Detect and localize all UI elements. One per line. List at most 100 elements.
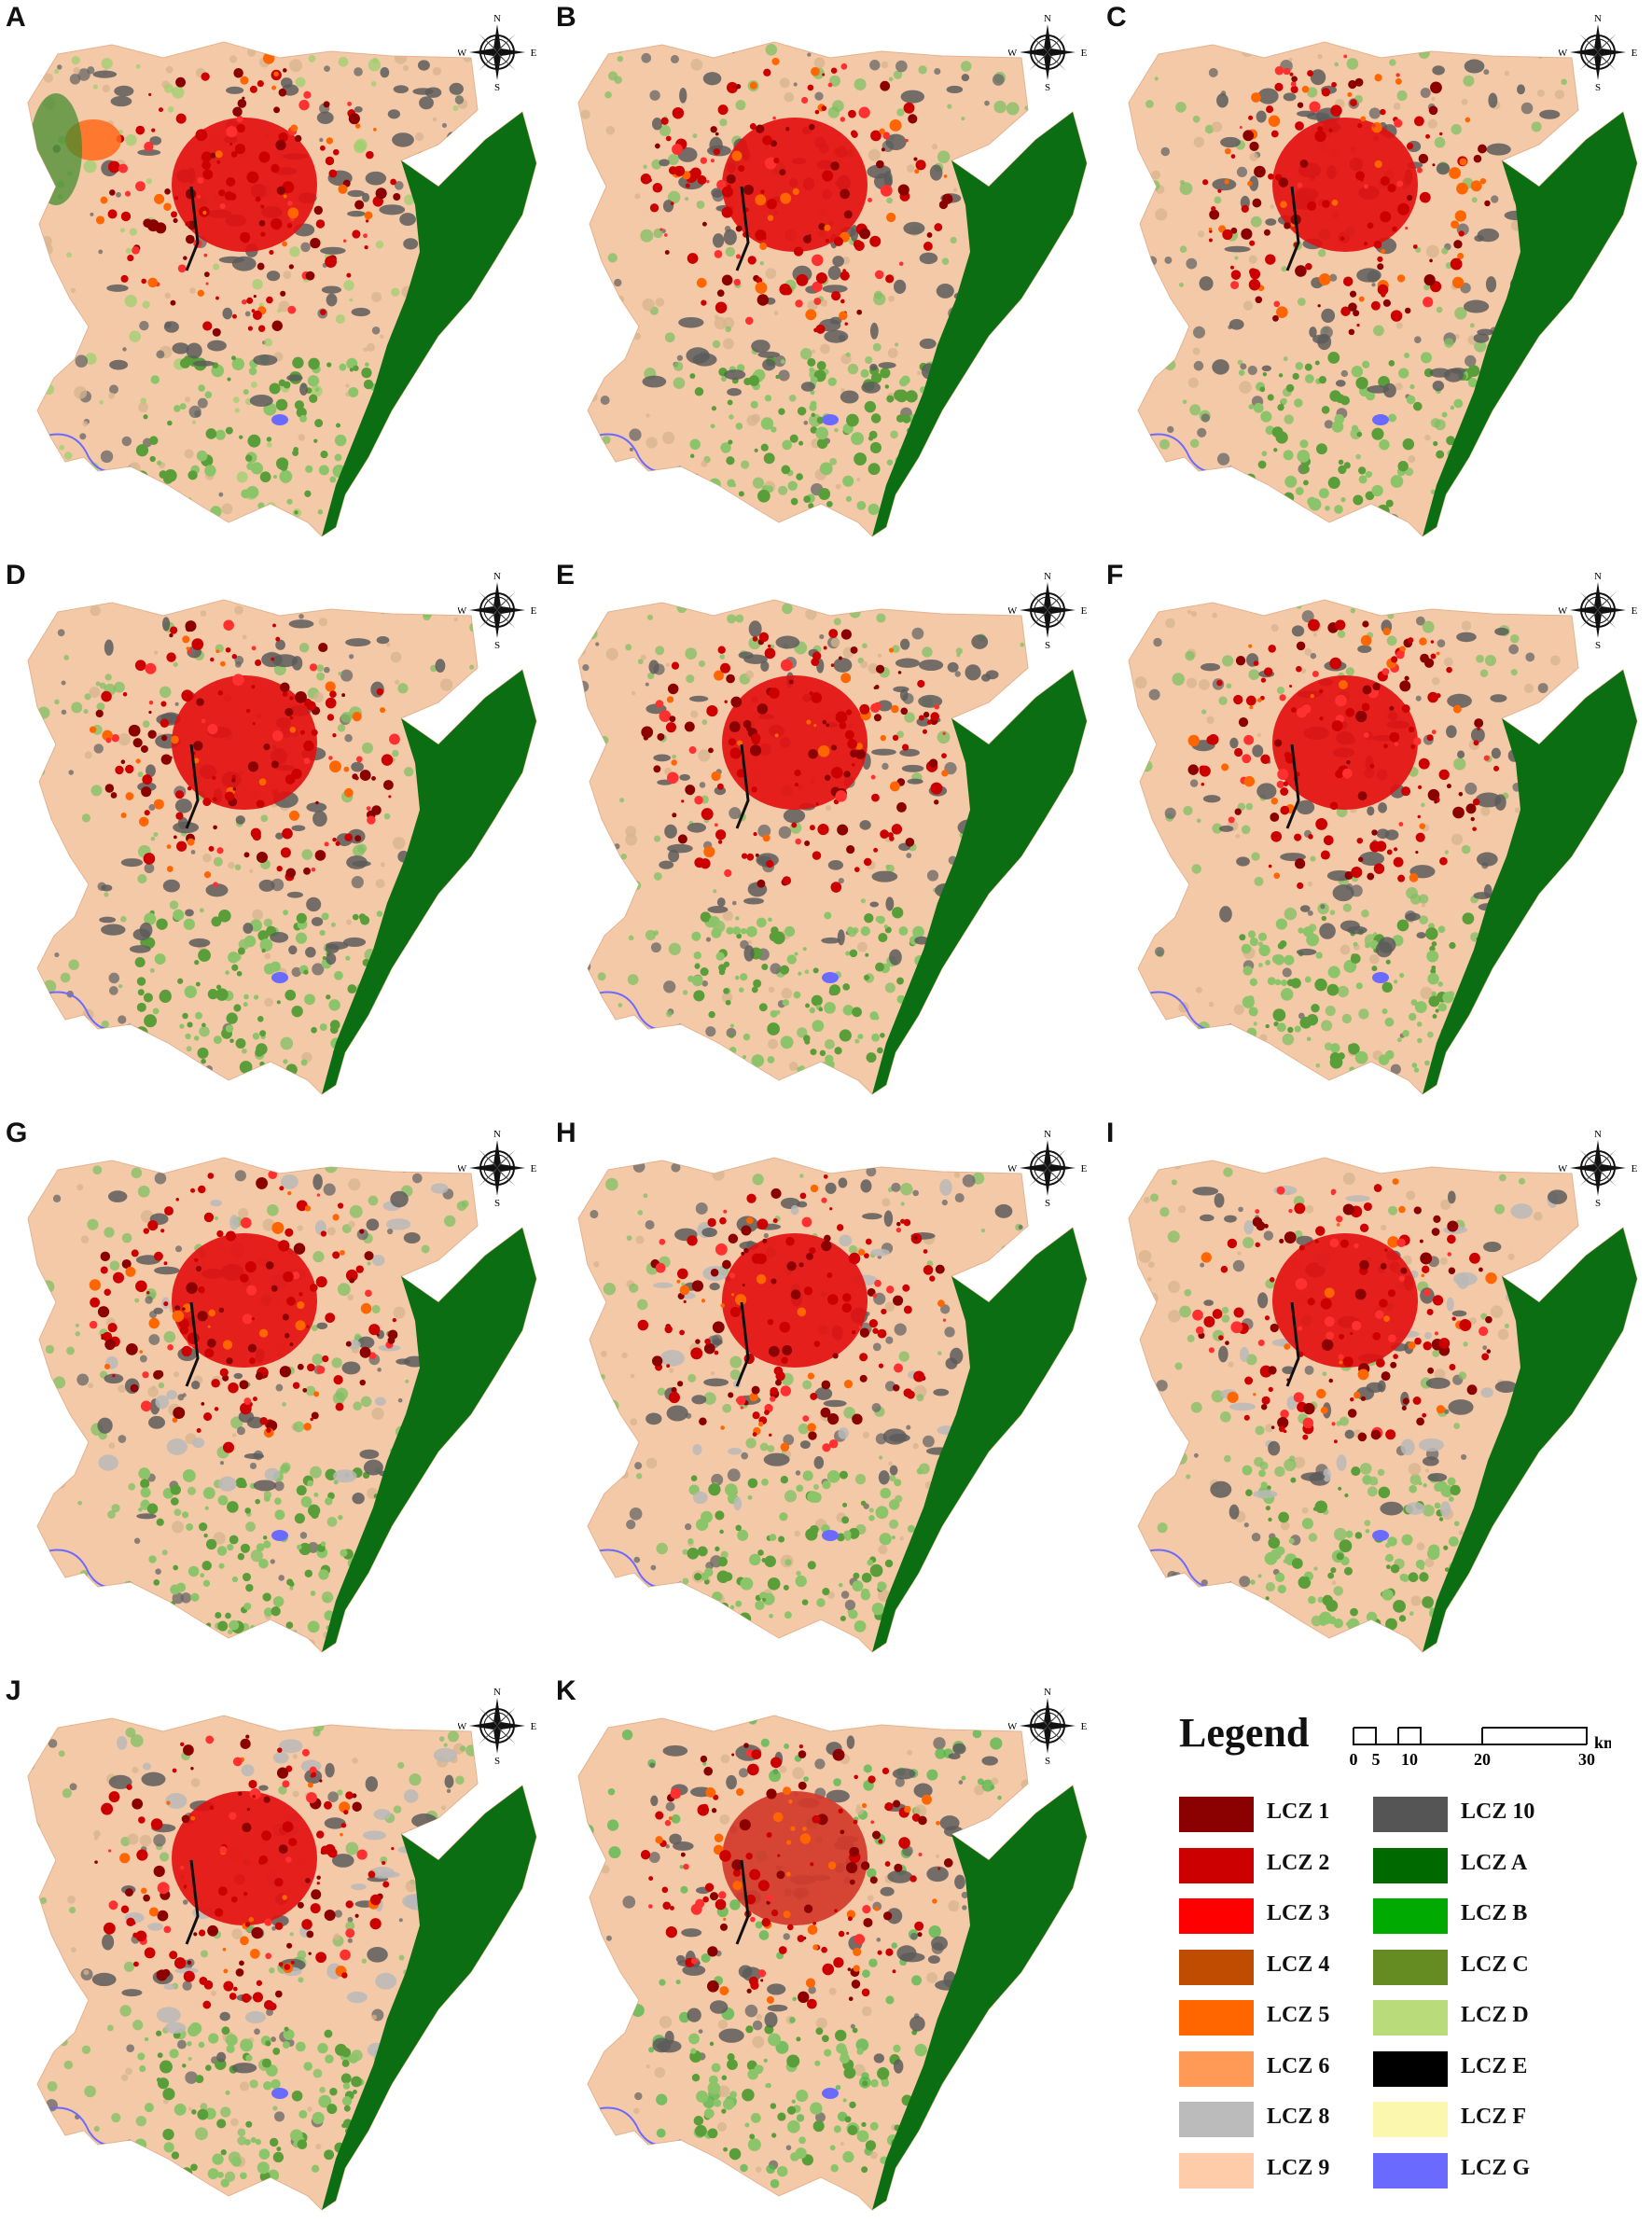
map-panel-c: N S W E C (1101, 0, 1646, 546)
legend-swatch (1373, 1847, 1448, 1883)
lcz-map (27, 1715, 537, 2211)
urban-core (172, 1791, 317, 1925)
forest-band (322, 1785, 536, 2210)
legend-swatch (1179, 2050, 1254, 2087)
bare-strip (735, 186, 750, 271)
compass-label-s: S (494, 1198, 500, 1207)
compass-label-w: W (458, 48, 467, 59)
map-panel-j: N S W E J (0, 1674, 546, 2219)
scale-tick-30: 30 (1578, 1750, 1595, 1769)
compass-label-e: E (1631, 605, 1637, 617)
compass-label-e: E (1631, 48, 1637, 59)
compass-label-n: N (493, 571, 501, 582)
legend-swatch (1373, 1898, 1448, 1934)
bare-strip (1285, 743, 1300, 829)
north-arrow-icon: N S W E (458, 1687, 536, 1765)
land-cover-layer (578, 1716, 1087, 2210)
bare-strip (185, 186, 200, 271)
forest-band (1423, 1228, 1637, 1652)
north-arrow-icon: N S W E (458, 1129, 536, 1207)
legend-swatch (1373, 2000, 1448, 2036)
legend-swatch (1179, 2152, 1254, 2188)
legend-label: LCZ 1 (1267, 1799, 1330, 1824)
lcz-map (577, 41, 1088, 537)
legend-label: LCZ 3 (1267, 1901, 1330, 1925)
legend-swatch (1373, 2102, 1448, 2137)
legend-label: LCZ 10 (1461, 1799, 1535, 1824)
compass-label-s: S (1595, 82, 1601, 91)
legend-swatch (1179, 1949, 1254, 1985)
map-panel-d: N S W E D (0, 558, 546, 1104)
map-panel-e: N S W E E (550, 558, 1096, 1104)
urban-core (1272, 118, 1418, 252)
north-arrow-icon: N S W E (1008, 571, 1087, 649)
compass-label-s: S (494, 82, 500, 91)
north-arrow-icon: N S W E (1559, 13, 1637, 91)
map-panel-i: N S W E I (1101, 1116, 1646, 1661)
lake (1372, 972, 1389, 983)
compass-label-w: W (458, 1163, 467, 1174)
compass-label-s: S (1045, 1198, 1050, 1207)
forest-band (1423, 112, 1637, 536)
bare-strip (1285, 186, 1300, 271)
compass-label-n: N (1594, 571, 1602, 582)
compass-label-s: S (1045, 1756, 1050, 1765)
compass-label-s: S (1045, 640, 1050, 649)
map-panel-g: N S W E G (0, 1116, 546, 1661)
compass-label-w: W (1008, 605, 1018, 617)
panel-label: E (556, 560, 576, 591)
scale-tick-20: 20 (1474, 1750, 1491, 1769)
panel-label: I (1106, 1118, 1115, 1148)
forest-band (872, 670, 1087, 1094)
bare-strip (735, 1859, 750, 1945)
legend-swatch (1373, 2050, 1448, 2087)
land-cover-layer (1129, 1159, 1637, 1652)
forest-band (872, 1785, 1087, 2210)
panel-label: F (1106, 560, 1124, 591)
scale-tick-5: 5 (1372, 1750, 1381, 1769)
compass-label-n: N (493, 1129, 501, 1140)
compass-label-w: W (1559, 1163, 1568, 1174)
north-arrow-icon: N S W E (1559, 571, 1637, 649)
legend-label: LCZ D (1461, 2003, 1529, 2027)
lake (822, 972, 839, 983)
lcz-map (27, 1157, 537, 1653)
north-arrow-icon: N S W E (1008, 1129, 1087, 1207)
compass-label-e: E (1081, 605, 1087, 617)
bare-strip (735, 1301, 750, 1387)
forest-band (322, 670, 536, 1094)
lake (822, 1530, 839, 1541)
legend-swatch (1179, 2102, 1254, 2137)
panel-label: D (6, 560, 26, 591)
north-arrow-icon: N S W E (458, 571, 536, 649)
north-arrow-icon: N S W E (1008, 1687, 1087, 1765)
compass-label-n: N (1044, 1687, 1051, 1698)
urban-core (722, 1791, 868, 1925)
legend-swatch (1373, 2152, 1448, 2188)
lake (271, 2088, 288, 2099)
compass-label-s: S (1595, 640, 1601, 649)
compass-label-e: E (1631, 1163, 1637, 1174)
compass-label-w: W (458, 605, 467, 617)
compass-label-w: W (1559, 48, 1568, 59)
compass-label-n: N (1044, 13, 1051, 24)
compass-label-s: S (494, 1756, 500, 1765)
north-arrow-icon: N S W E (1008, 13, 1087, 91)
forest-band (322, 1228, 536, 1652)
compass-label-w: W (1559, 605, 1568, 617)
compass-label-w: W (1008, 48, 1018, 59)
legend-label: LCZ 5 (1267, 2003, 1330, 2027)
bare-strip (735, 743, 750, 829)
legend-swatch (1179, 1898, 1254, 1934)
land-cover-layer (1129, 42, 1637, 536)
lcz-map (577, 599, 1088, 1095)
compass-label-e: E (531, 1163, 536, 1174)
forest-band (872, 1228, 1087, 1652)
panel-label: J (6, 1675, 21, 1706)
legend-label: LCZ 4 (1267, 1952, 1330, 1977)
map-panel-k: N S W E K (550, 1674, 1096, 2219)
legend-label: LCZ F (1461, 2105, 1527, 2129)
bare-strip (185, 743, 200, 829)
legend-label: LCZ 9 (1267, 2155, 1330, 2180)
legend: Legend 0 5 10 20 30 km LCZ 1 LCZ 2 LCZ 3 LC… (1177, 1709, 1625, 2231)
